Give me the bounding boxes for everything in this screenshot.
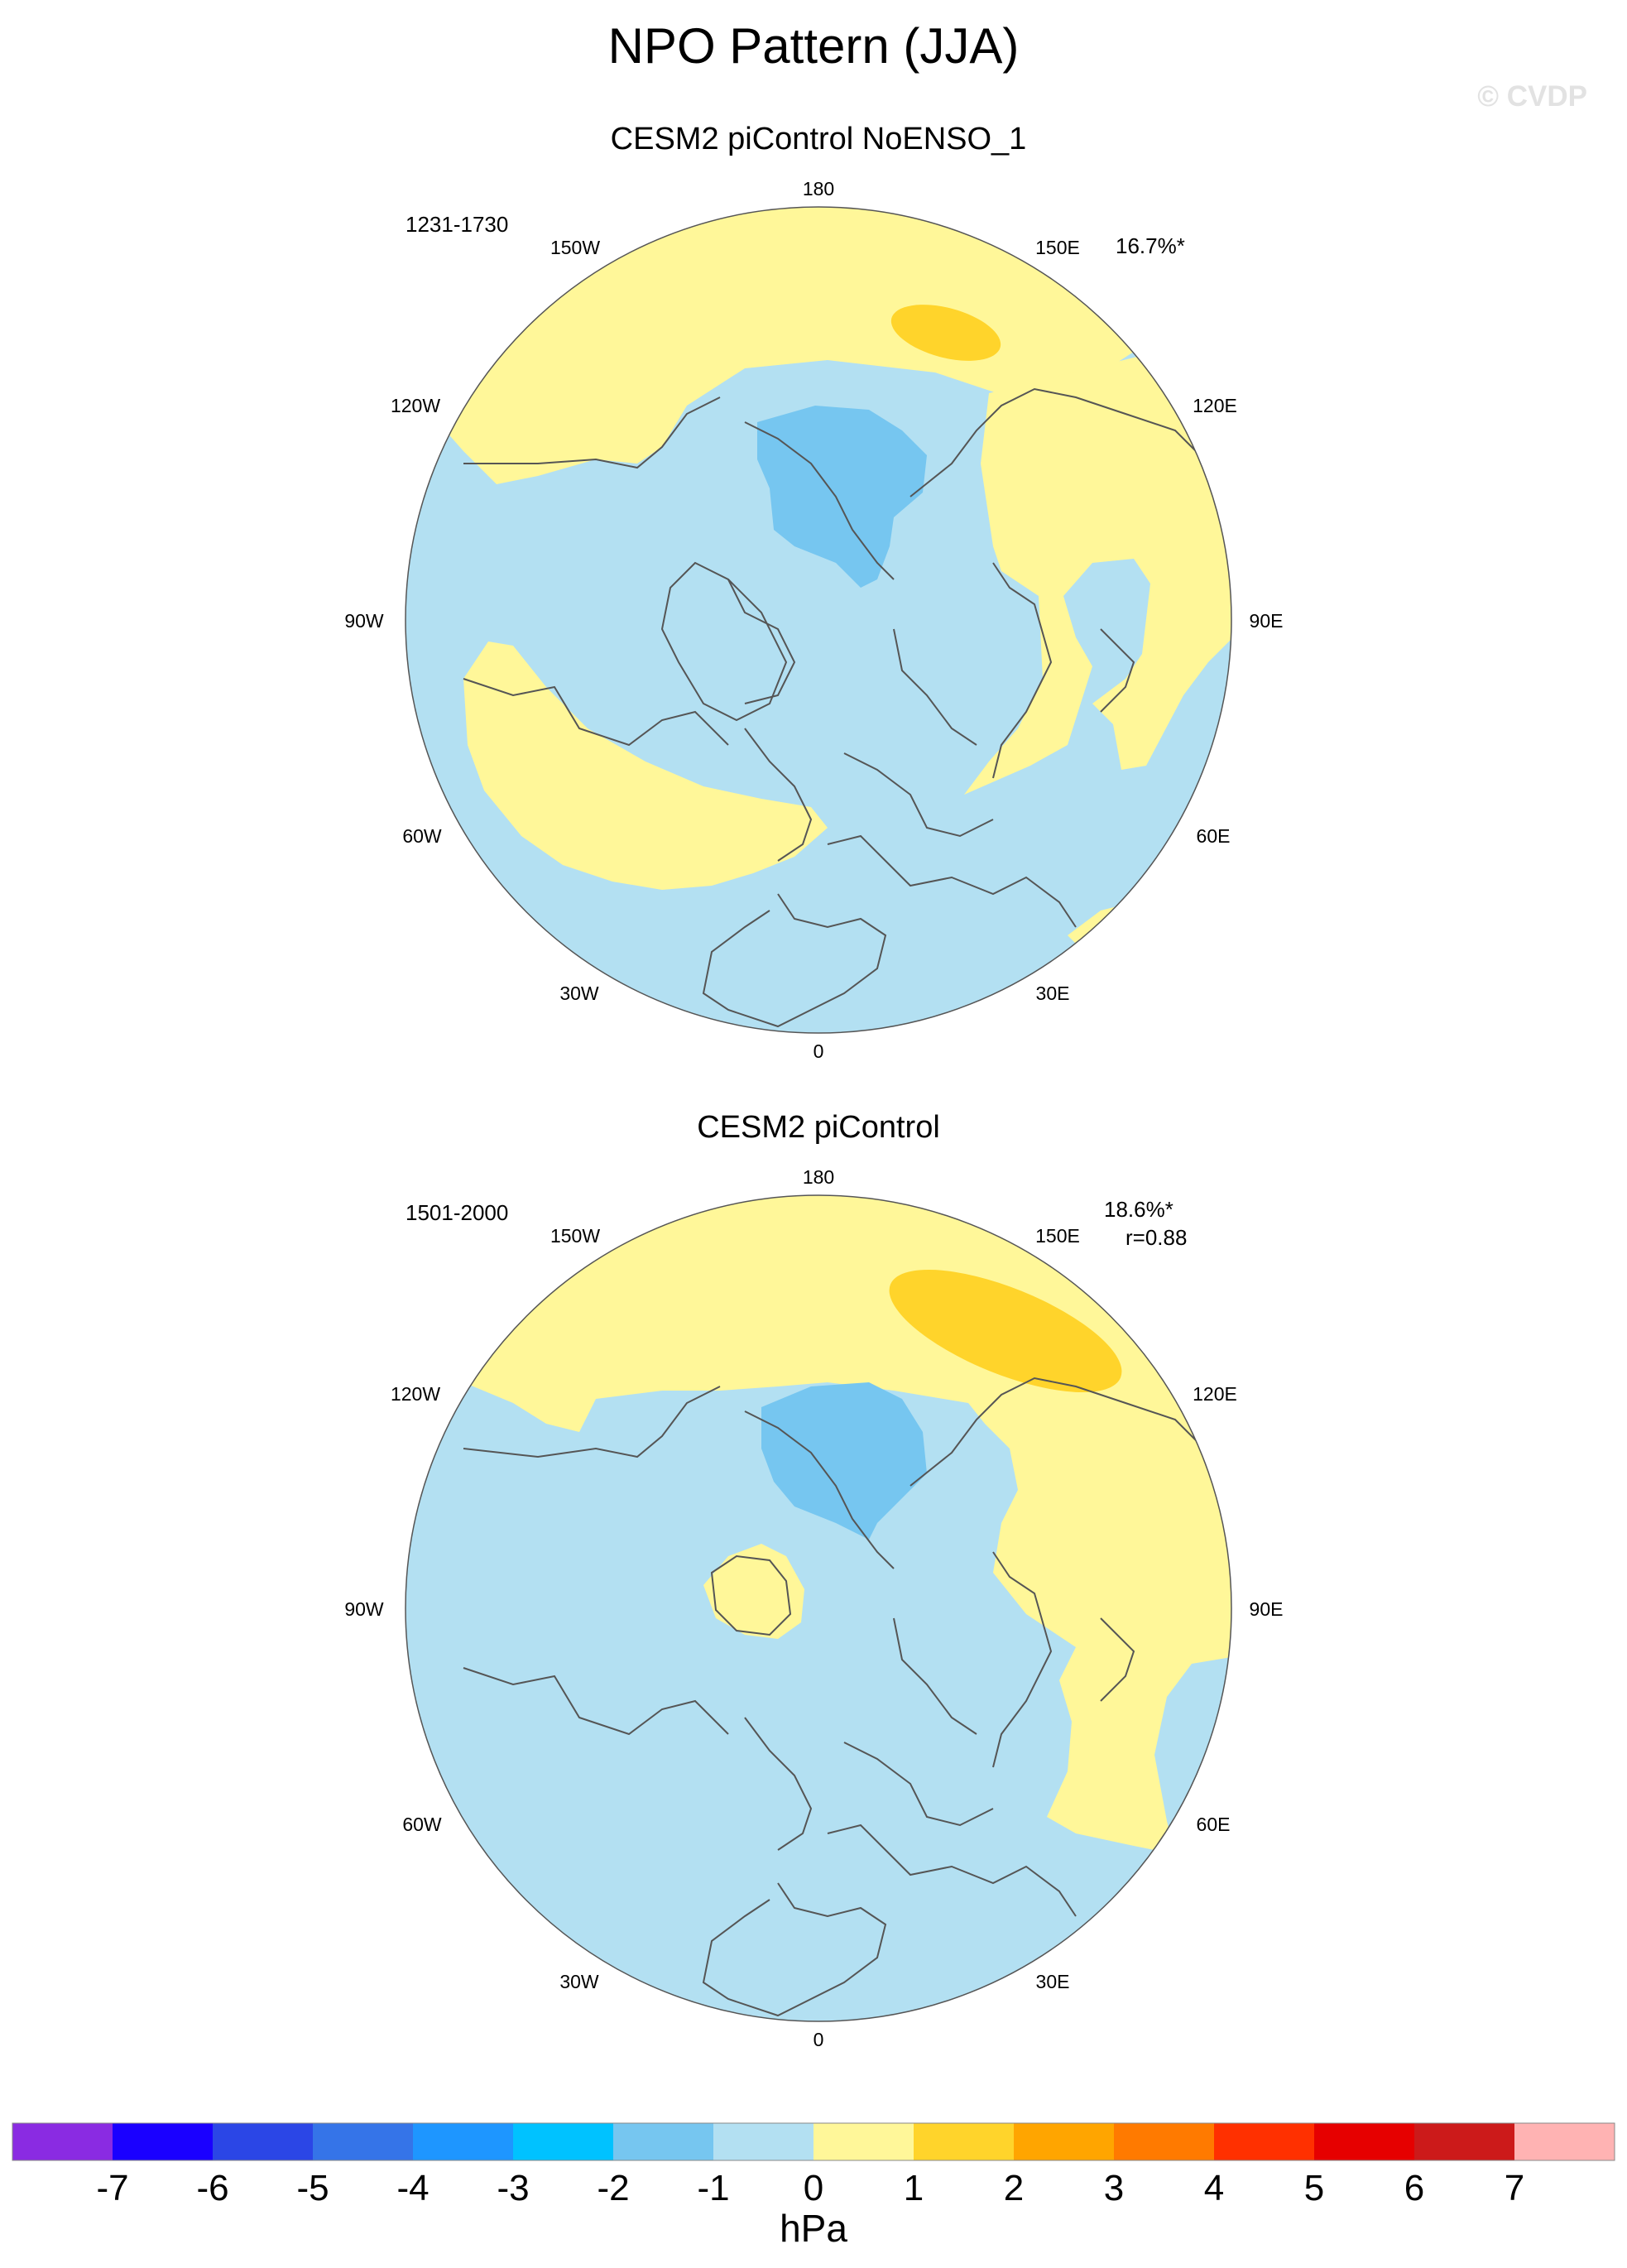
panel-1-longitude-labels: 180 150E 120E 90E 60E 30E 0 30W 60W 90W … [344, 178, 1283, 1062]
colorbar-swatch [313, 2123, 414, 2160]
colorbar-swatch [1514, 2123, 1615, 2160]
colorbar-unit: hPa [780, 2207, 847, 2250]
lon-150w: 150W [550, 237, 600, 258]
lon-90w: 90W [344, 610, 384, 632]
panel-2-title: CESM2 piControl [697, 1110, 940, 1145]
colorbar-swatch [914, 2123, 1015, 2160]
panel-1-map-field [406, 207, 1231, 1033]
panel-1-map-border [405, 206, 1232, 1034]
colorbar-swatch [213, 2123, 314, 2160]
lon-30w: 30W [559, 1971, 599, 1992]
colorbar-tick-label: -1 [697, 2168, 729, 2208]
colorbar-swatch [814, 2123, 914, 2160]
panel-2-positive-greenland [703, 1544, 804, 1639]
colorbar-tick-label: -7 [96, 2168, 128, 2208]
panel-2-low-center [761, 1382, 927, 1540]
panel-1-positive-asia [964, 331, 1231, 795]
colorbar-tick-label: -2 [597, 2168, 629, 2208]
colorbar-tick-label: -5 [296, 2168, 329, 2208]
colorbar-tick-label: 7 [1505, 2168, 1524, 2208]
colorbar-swatch [513, 2123, 614, 2160]
lon-0: 0 [814, 1040, 824, 1062]
lon-150e: 150E [1035, 237, 1080, 258]
colorbar-tick-label: 6 [1404, 2168, 1424, 2208]
lon-60e: 60E [1197, 1814, 1231, 1835]
lon-120e: 120E [1193, 1383, 1237, 1405]
colorbar-swatch [1214, 2123, 1315, 2160]
colorbar-tick-label: -6 [196, 2168, 228, 2208]
colorbar-swatch [1114, 2123, 1215, 2160]
colorbar-swatch [1014, 2123, 1115, 2160]
colorbar-swatch [113, 2123, 214, 2160]
watermark: © CVDP [1477, 80, 1587, 113]
colorbar-swatch [1414, 2123, 1515, 2160]
lon-90e: 90E [1250, 610, 1284, 632]
lon-120e: 120E [1193, 395, 1237, 416]
lon-90w: 90W [344, 1598, 384, 1620]
panel-2-coastlines [463, 1377, 1209, 2017]
panel-1-positive-atlantic [463, 641, 828, 890]
lon-0: 0 [814, 2029, 824, 2050]
panel-2-high-center [889, 1269, 1122, 1393]
colorbar-tick-label: 3 [1104, 2168, 1124, 2208]
lon-30e: 30E [1036, 983, 1070, 1004]
panel-1-title: CESM2 piControl NoENSO_1 [611, 122, 1027, 156]
map-panel-2: CESM2 piControl 1501-2000 18.6%* r=0.88 [344, 1110, 1283, 2050]
panel-1-greenland-outline [660, 561, 788, 722]
colorbar: -7 -6 -5 -4 -3 -2 -1 0 1 2 3 4 5 6 7 [12, 2122, 1615, 2208]
lon-30e: 30E [1036, 1971, 1070, 1992]
colorbar-tick-label: -4 [396, 2168, 429, 2208]
panel-2-correlation: r=0.88 [1125, 1225, 1187, 1250]
colorbar-tick-label: 0 [804, 2168, 823, 2208]
colorbar-tick-label: -3 [497, 2168, 529, 2208]
panel-1-variance: 16.7%* [1116, 233, 1185, 258]
lon-60w: 60W [402, 825, 442, 847]
panel-1-high-center [890, 305, 1001, 361]
panel-2-greenland-outline [710, 1554, 792, 1636]
lon-120w: 120W [391, 1383, 440, 1405]
panel-2-variance: 18.6%* [1104, 1197, 1173, 1222]
lon-150e: 150E [1035, 1225, 1080, 1247]
colorbar-tick-label: 5 [1304, 2168, 1324, 2208]
panel-2-period: 1501-2000 [406, 1200, 508, 1225]
lon-180: 180 [803, 178, 834, 199]
colorbar-swatch [1314, 2123, 1415, 2160]
panel-1-coastlines [463, 387, 1209, 1028]
figure-title: NPO Pattern (JJA) [608, 18, 1020, 74]
panel-1-low-center [757, 406, 927, 588]
lon-60w: 60W [402, 1814, 442, 1835]
colorbar-border [12, 2122, 1615, 2161]
lon-120w: 120W [391, 395, 440, 416]
lon-150w: 150W [550, 1225, 600, 1247]
lon-180: 180 [803, 1166, 834, 1188]
lon-90e: 90E [1250, 1598, 1284, 1620]
panel-2-longitude-labels: 180 150E 120E 90E 60E 30E 0 30W 60W 90W … [344, 1166, 1283, 2050]
colorbar-swatch [613, 2123, 714, 2160]
colorbar-swatch [12, 2123, 113, 2160]
panel-2-map-border [405, 1194, 1232, 2022]
colorbar-swatch [713, 2123, 814, 2160]
colorbar-tick-label: 2 [1004, 2168, 1024, 2208]
map-panel-1: CESM2 piControl NoENSO_1 1231-1730 16.7%… [344, 122, 1283, 1062]
lon-60e: 60E [1197, 825, 1231, 847]
colorbar-tick-label: 1 [904, 2168, 924, 2208]
panel-1-period: 1231-1730 [406, 212, 508, 237]
panel-2-map-field [406, 1195, 1231, 2021]
colorbar-tick-label: 4 [1204, 2168, 1224, 2208]
colorbar-swatch [413, 2123, 514, 2160]
lon-30w: 30W [559, 983, 599, 1004]
